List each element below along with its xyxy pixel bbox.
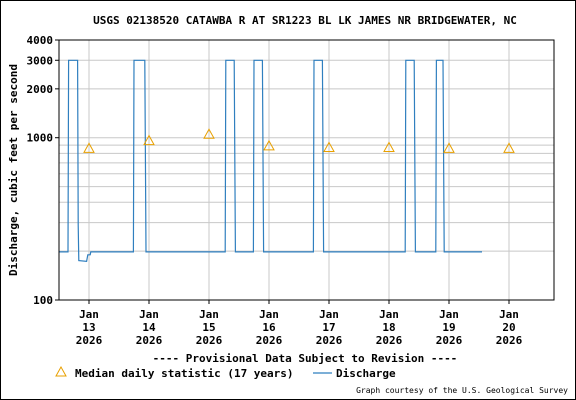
x-tick-label: 2026: [436, 334, 463, 347]
x-tick-label: 2026: [256, 334, 283, 347]
y-axis-label: Discharge, cubic feet per second: [7, 64, 20, 276]
x-tick-label: 17: [322, 321, 335, 334]
x-tick-label: 14: [142, 321, 156, 334]
discharge-legend-label: Discharge: [336, 367, 396, 380]
x-tick-label: 2026: [196, 334, 223, 347]
x-tick-label: Jan: [439, 308, 459, 321]
median-legend-label: Median daily statistic (17 years): [75, 367, 294, 380]
x-tick-label: 16: [262, 321, 276, 334]
x-tick-label: 18: [382, 321, 395, 334]
x-tick-label: 2026: [316, 334, 343, 347]
median-markers: [83, 128, 515, 153]
chart-title: USGS 02138520 CATAWBA R AT SR1223 BL LK …: [93, 14, 517, 27]
x-tick-label: 2026: [76, 334, 103, 347]
median-marker: [383, 141, 395, 153]
x-tick-label: Jan: [139, 308, 159, 321]
x-axis-ticks: Jan132026Jan142026Jan152026Jan162026Jan1…: [76, 300, 523, 347]
y-tick-label: 4000: [27, 34, 54, 47]
median-marker: [443, 142, 455, 153]
y-axis-ticks: 100 1000 2000 3000 4000: [27, 34, 59, 307]
x-tick-label: 20: [502, 321, 515, 334]
y-tick-label: 100: [33, 294, 53, 307]
x-tick-label: 19: [442, 321, 455, 334]
y-tick-label: 2000: [27, 83, 54, 96]
median-marker: [203, 128, 215, 139]
x-tick-label: Jan: [499, 308, 519, 321]
median-marker: [503, 142, 515, 153]
x-tick-label: 2026: [376, 334, 403, 347]
provisional-notice: ---- Provisional Data Subject to Revisio…: [153, 352, 458, 365]
credit-text: Graph courtesy of the U.S. Geological Su…: [356, 386, 568, 395]
median-marker: [323, 141, 335, 153]
x-tick-label: Jan: [379, 308, 399, 321]
y-tick-label: 3000: [27, 54, 54, 67]
grid-lines: [59, 40, 554, 300]
discharge-series: [59, 59, 482, 263]
plot-area-frame: [58, 39, 555, 301]
x-tick-label: 2026: [136, 334, 163, 347]
x-tick-label: Jan: [199, 308, 219, 321]
median-marker: [263, 139, 275, 151]
x-tick-label: Jan: [79, 308, 99, 321]
median-marker: [143, 134, 155, 146]
legend: Median daily statistic (17 years) Discha…: [55, 365, 396, 380]
median-marker: [83, 142, 95, 153]
x-tick-label: 15: [202, 321, 215, 334]
x-tick-label: 13: [82, 321, 95, 334]
x-tick-label: 2026: [496, 334, 523, 347]
x-tick-label: Jan: [259, 308, 279, 321]
x-tick-label: Jan: [319, 308, 339, 321]
discharge-line: [59, 59, 482, 263]
y-tick-label: 1000: [27, 132, 54, 145]
median-legend-icon: [55, 365, 67, 377]
